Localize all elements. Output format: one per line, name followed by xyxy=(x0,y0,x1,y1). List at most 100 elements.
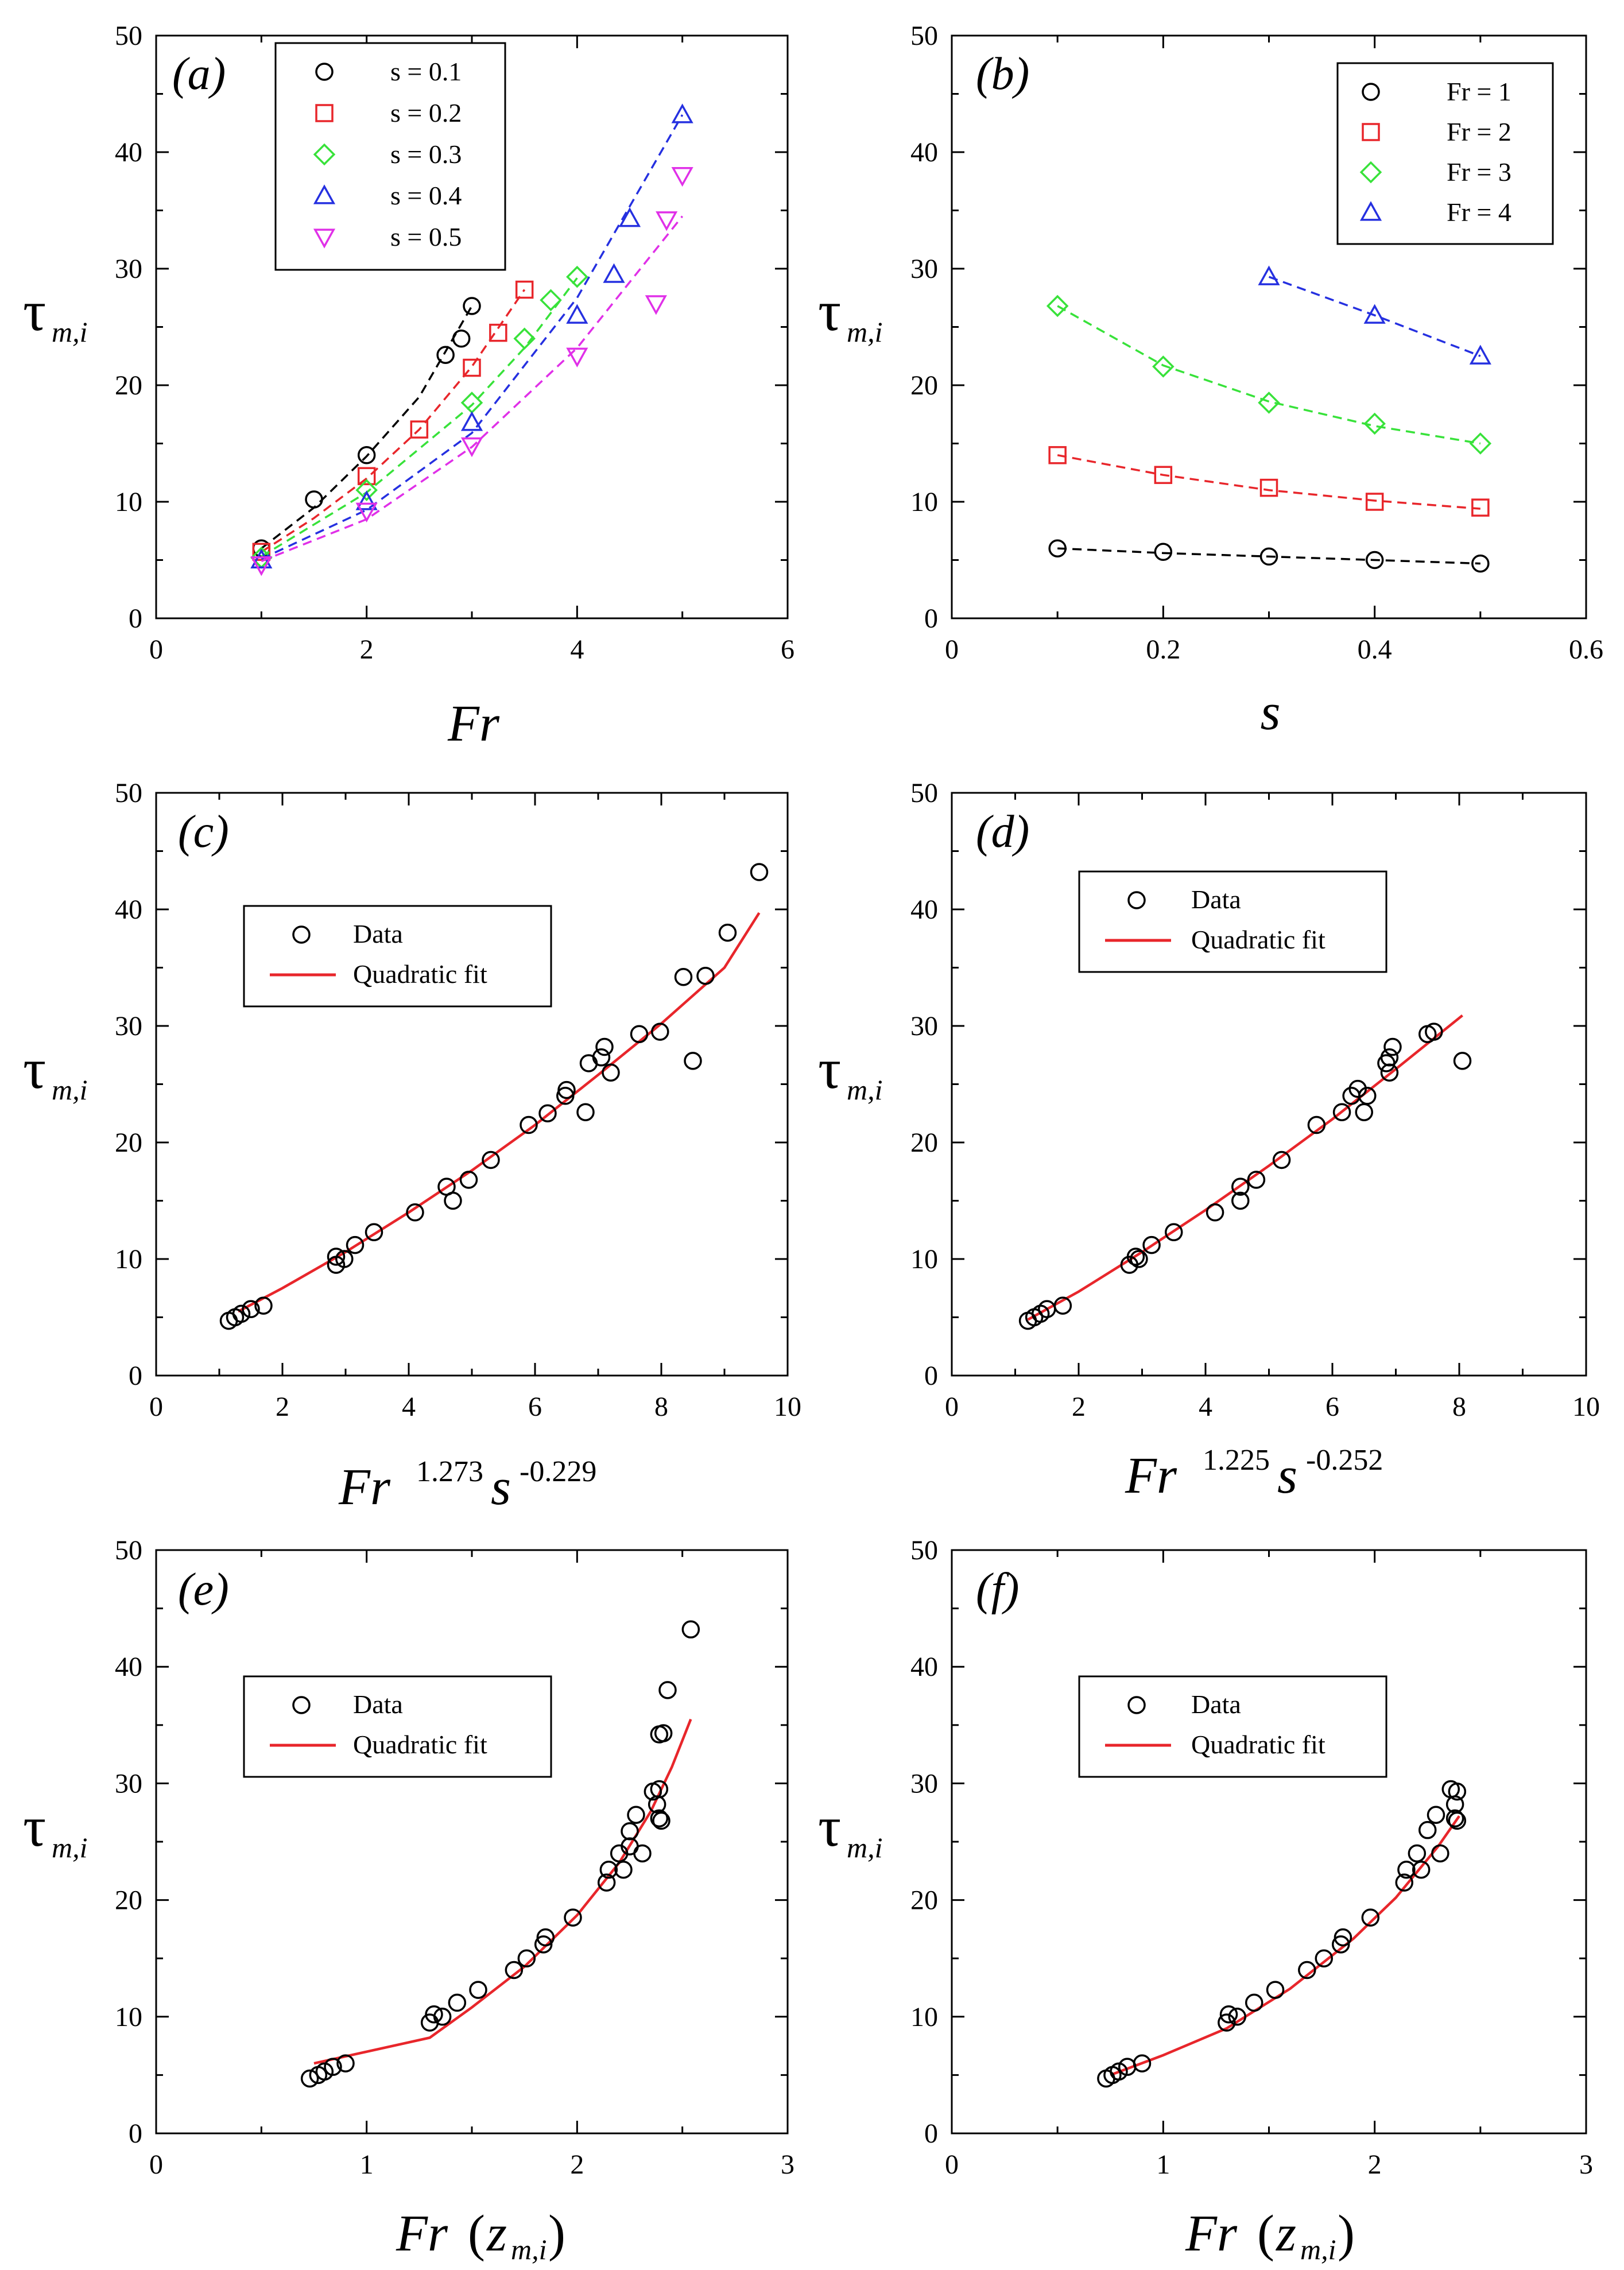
panel-f-data-point xyxy=(1448,1782,1467,1801)
panel-e-data-point xyxy=(654,1724,673,1742)
panel-b-ytick-label: 50 xyxy=(910,21,938,51)
panel-b-ytick-label: 10 xyxy=(910,487,938,517)
panel-f-data-point xyxy=(1266,1981,1285,1999)
panel-c-ytick-label: 10 xyxy=(115,1244,142,1275)
panel-d-xtick-label: 0 xyxy=(945,1392,959,1422)
panel-d-xlabel-exp1: 1.225 xyxy=(1203,1444,1270,1477)
panel-c-data-point xyxy=(579,1054,598,1072)
panel-d-data-point xyxy=(1307,1115,1326,1134)
panel-b-legend-rows xyxy=(1359,83,1382,221)
panel-a-legend-marker-0 xyxy=(315,63,334,81)
panel-e-data-point xyxy=(599,1861,618,1879)
panel-b-series-3-fit-line xyxy=(1268,276,1481,357)
panel-f-data-point xyxy=(1245,1993,1263,2012)
panel-e-xtick-label: 2 xyxy=(570,2149,584,2180)
panel-b-series-1-point xyxy=(1365,493,1384,511)
panel-a-legend: s = 0.1 s = 0.2 s = 0.3 s = 0.4 s = 0.5 xyxy=(274,42,506,271)
panel-d-ytick-label: 40 xyxy=(910,894,938,925)
panel-a-series-3-point xyxy=(355,490,378,510)
panel-c-data-point xyxy=(254,1296,273,1315)
panel-c-ylabel: τ m,i xyxy=(23,1037,88,1106)
panel-b-series-0-fit-line xyxy=(1057,547,1480,565)
panel-a-ytick-label: 50 xyxy=(115,21,142,51)
panel-a-plot: 0 2 4 6 0 10 20 30 40 50 xyxy=(115,21,794,665)
panel-a-legend-marker-1 xyxy=(315,104,334,122)
panel-f-data-point xyxy=(1418,1820,1437,1839)
panel-c-data-point xyxy=(674,967,693,986)
panel-b-series-2-point xyxy=(1258,392,1280,414)
panel-a-xtick-label: 6 xyxy=(781,634,794,665)
panel-b-xtick-label: 0.2 xyxy=(1146,634,1180,665)
panel-a-series-0-point xyxy=(436,346,455,364)
panel-d-legend-rows xyxy=(1105,891,1171,942)
panel-b-legend-label-3: Fr = 4 xyxy=(1447,197,1511,227)
panel-b-series-1-point xyxy=(1259,478,1278,497)
panel-a-series-4-point xyxy=(250,556,273,576)
panel-f-axes-frame xyxy=(951,1549,1587,2135)
panel-f-xlabel-sub: m,i xyxy=(1300,2233,1336,2265)
panel-a-series-3-point xyxy=(671,103,693,123)
panel-c-ytick-label: 0 xyxy=(129,1361,142,1391)
panel-c-xtick-label: 6 xyxy=(528,1392,542,1422)
panel-d-data-point xyxy=(1231,1191,1250,1210)
panel-d: 0 2 4 6 8 10 0 10 20 30 40 50 (d) τ m,i Fr 1.225 s … xyxy=(818,778,1600,1504)
panel-d-legend: Data Quadratic fit xyxy=(1078,870,1387,973)
panel-e-data-point xyxy=(536,1928,555,1947)
panel-d-ytick-label: 30 xyxy=(910,1011,938,1041)
panel-f-data-point xyxy=(1219,2005,1238,2024)
panel-b-legend-marker-1 xyxy=(1362,123,1380,141)
panel-d-data-point xyxy=(1165,1223,1183,1242)
panel-c: 0 2 4 6 8 10 0 10 20 30 40 50 (c) τ m,i Fr 1.273 s … xyxy=(23,778,801,1516)
panel-a-ylabel-tau: τ xyxy=(23,279,46,343)
panel-f-data-point xyxy=(1445,1809,1464,1828)
panel-a-series-0-point xyxy=(463,297,481,315)
panel-d-data-point xyxy=(1383,1037,1402,1056)
panel-d-xtick-label: 6 xyxy=(1325,1392,1339,1422)
panel-b-series-0-point xyxy=(1259,547,1278,566)
panel-c-legend: Data Quadratic fit xyxy=(243,905,552,1008)
panel-f-data-point xyxy=(1412,1861,1431,1879)
panel-e-legend: Data Quadratic fit xyxy=(243,1675,552,1778)
panel-c-legend-rows xyxy=(270,925,336,977)
panel-b-legend-marker-2 xyxy=(1359,161,1382,184)
panel-d-xtick-label: 2 xyxy=(1072,1392,1086,1422)
panel-b-ytick-label: 30 xyxy=(910,254,938,284)
panel-c-data-point xyxy=(595,1037,614,1056)
panel-c-axes-frame xyxy=(155,792,789,1377)
panel-a-legend-label-2: s = 0.3 xyxy=(390,140,462,169)
panel-c-data-point xyxy=(592,1048,611,1067)
panel-a-ylabel: τ m,i xyxy=(23,279,88,348)
panel-f-label: (f) xyxy=(976,1564,1020,1615)
panel-a: 0 2 4 6 0 10 20 30 40 50 (a) τ m,i Fr s = 0.1 s =… xyxy=(23,21,794,752)
panel-a-series-3-point xyxy=(566,304,588,324)
panel-a-series-0-point xyxy=(305,490,323,509)
panel-a-legend-label-1: s = 0.2 xyxy=(390,98,462,127)
panel-a-legend-marker-2 xyxy=(313,143,336,166)
panel-d-ytick-label: 10 xyxy=(910,1244,938,1275)
panel-c-data-point xyxy=(459,1171,478,1189)
panel-b-series-0-point xyxy=(1365,551,1384,570)
panel-b-ytick-label: 20 xyxy=(910,370,938,401)
panel-c-data-point xyxy=(557,1080,576,1099)
panel-a-series-0-fit-line xyxy=(261,305,473,549)
panel-e-ylabel: τ m,i xyxy=(23,1795,88,1864)
panel-e-data-point xyxy=(681,1620,700,1638)
panel-d-ytick-label: 20 xyxy=(910,1128,938,1158)
panel-f-ytick-label: 30 xyxy=(910,1768,938,1799)
panel-a-ytick-label: 0 xyxy=(129,603,142,634)
panel-d-data-point xyxy=(1332,1103,1351,1121)
panel-b-ylabel-tau: τ xyxy=(818,279,841,343)
panel-a-series-1-point xyxy=(463,358,481,377)
panel-b-legend-marker-3 xyxy=(1359,201,1382,221)
panel-b: 0 0.2 0.4 0.6 0 10 20 30 40 50 (b) τ m,i s Fr = 1… xyxy=(818,21,1603,741)
panel-b-series-0-point xyxy=(1154,543,1173,561)
panel-d-legend-fit-label: Quadratic fit xyxy=(1191,925,1325,954)
panel-a-xtick-label: 2 xyxy=(360,634,374,665)
panel-c-xlabel-exp2: -0.229 xyxy=(520,1455,596,1488)
panel-f-data-point xyxy=(1331,1935,1350,1954)
panel-c-label: (c) xyxy=(178,807,229,857)
panel-d-ytick-label: 0 xyxy=(924,1361,938,1391)
panel-d-data-point xyxy=(1142,1235,1161,1254)
panel-a-series-4-point xyxy=(566,347,588,367)
panel-b-xtick-label: 0.4 xyxy=(1358,634,1392,665)
